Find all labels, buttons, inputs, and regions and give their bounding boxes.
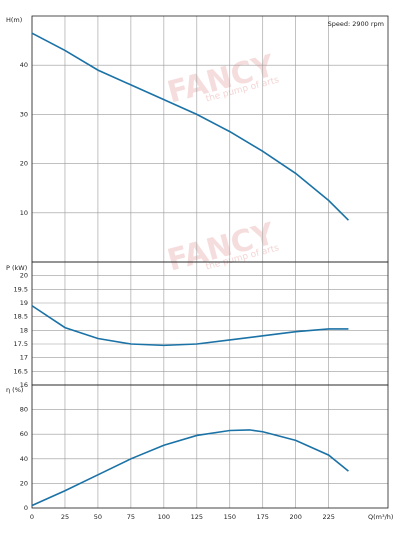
x-tick-label: 0 [30, 513, 34, 521]
y-tick-label: 0 [24, 504, 28, 512]
x-tick-label: 150 [224, 513, 236, 521]
x-tick-label: 175 [257, 513, 269, 521]
y-tick-label: 18 [20, 326, 28, 334]
y-tick-label: 40 [20, 455, 28, 463]
x-tick-label: 25 [61, 513, 69, 521]
x-tick-label: 200 [289, 513, 301, 521]
x-tick-label: 100 [158, 513, 170, 521]
curve [31, 429, 349, 507]
y-tick-label: 17.5 [14, 340, 28, 348]
annotation: Speed: 2900 rpm [328, 20, 384, 28]
y-tick-label: 20 [20, 272, 28, 280]
y-tick-label: 16.5 [14, 367, 28, 375]
x-tick-label: 50 [94, 513, 102, 521]
y-tick-label: 80 [20, 406, 28, 414]
x-tick-label: 125 [191, 513, 203, 521]
y-tick-label: 10 [20, 209, 28, 217]
plot-frame [31, 384, 389, 509]
plot-frame [31, 261, 389, 386]
y-tick-label: 16 [20, 381, 28, 389]
y-tick-label: 18.5 [14, 313, 28, 321]
y-tick-label: 60 [20, 430, 28, 438]
x-axis-label: Q(m³/h) [368, 513, 393, 521]
y-axis-label: P (kW) [6, 264, 27, 272]
y-tick-label: 30 [20, 110, 28, 118]
x-tick-label: 225 [322, 513, 334, 521]
plot-frame [31, 15, 389, 263]
y-tick-label: 17 [20, 354, 28, 362]
y-tick-label: 19.5 [14, 285, 28, 293]
y-tick-label: 40 [20, 61, 28, 69]
y-axis-label: η (%) [6, 386, 23, 394]
y-axis-label: H(m) [6, 16, 22, 24]
curve [31, 305, 349, 347]
y-tick-label: 19 [20, 299, 28, 307]
curve [31, 32, 350, 221]
y-tick-label: 20 [20, 160, 28, 168]
x-tick-label: 75 [127, 513, 135, 521]
y-tick-label: 20 [20, 479, 28, 487]
